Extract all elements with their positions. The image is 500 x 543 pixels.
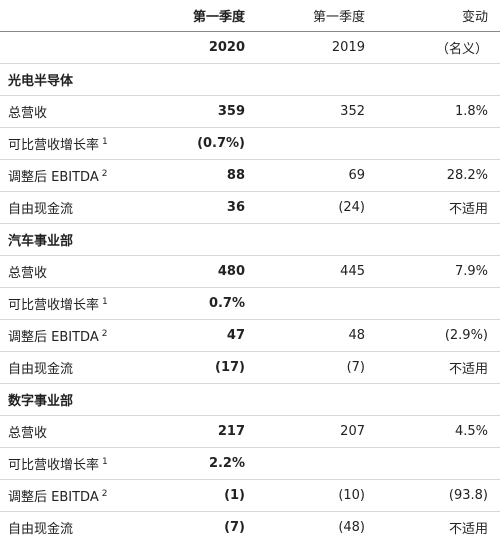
header-cell: 第一季度 [312,10,365,25]
section-title: 数字事业部 [8,394,74,409]
footnote-mark: 2 [101,168,108,179]
data-row: 可比营收增长率 1 2.2% [0,448,500,480]
value-cell: (7) [224,520,245,535]
header-cell: 2019 [331,40,365,55]
footnote-mark: 1 [102,456,108,467]
value-cell: 不适用 [448,362,488,377]
value-cell: (10) [338,488,365,503]
value-cell: 445 [340,264,365,279]
label-text: 调整后 EBITDA [8,330,99,345]
value-cell: 4.5% [454,424,488,439]
data-row: 总营收 217 207 4.5% [0,416,500,448]
value-cell: 2.2% [208,456,245,471]
value-cell: (48) [338,520,365,535]
value-cell: 480 [217,264,245,279]
value-cell: 47 [226,328,245,343]
row-label: 调整后 EBITDA 2 [0,486,165,505]
data-row: 总营收 359 352 1.8% [0,96,500,128]
value-cell: (0.7%) [197,136,245,151]
label-text: 调整后 EBITDA [8,170,99,185]
data-row: 调整后 EBITDA 2 (1) (10) (93.8) [0,480,500,512]
section-row: 数字事业部 [0,384,500,416]
row-label: 可比营收增长率 1 [0,454,165,473]
row-label: 总营收 [0,422,165,441]
value-cell: 不适用 [448,202,488,217]
label-text: 可比营收增长率 [8,458,100,473]
row-label: 总营收 [0,262,165,281]
footnote-mark: 1 [102,136,108,147]
section-title: 汽车事业部 [8,234,74,249]
row-label: 自由现金流 [0,358,165,377]
data-row: 自由现金流 (17) (7) 不适用 [0,352,500,384]
header-row: 第一季度 第一季度 变动 [0,0,500,32]
section-title: 光电半导体 [8,74,74,89]
value-cell: 36 [226,200,245,215]
label-text: 可比营收增长率 [8,298,100,313]
value-cell: (93.8) [448,488,488,503]
value-cell: 207 [340,424,365,439]
row-label: 调整后 EBITDA 2 [0,166,165,185]
data-row: 自由现金流 36 (24) 不适用 [0,192,500,224]
row-label: 可比营收增长率 1 [0,294,165,313]
label-text: 调整后 EBITDA [8,490,99,505]
value-cell: 69 [348,168,365,183]
data-row: 调整后 EBITDA 2 47 48 (2.9%) [0,320,500,352]
value-cell: 28.2% [446,168,488,183]
value-cell: (17) [215,360,245,375]
value-cell: 7.9% [454,264,488,279]
header-cell: （名义） [435,42,488,57]
row-label: 总营收 [0,102,165,121]
label-text: 自由现金流 [8,202,74,217]
label-text: 自由现金流 [8,522,74,537]
value-cell: 359 [217,104,245,119]
label-text: 总营收 [8,426,48,441]
value-cell: (1) [224,488,245,503]
label-text: 总营收 [8,266,48,281]
data-row: 调整后 EBITDA 2 88 69 28.2% [0,160,500,192]
value-cell: 352 [340,104,365,119]
value-cell: (2.9%) [444,328,488,343]
value-cell: 48 [348,328,365,343]
value-cell: 1.8% [454,104,488,119]
header-cell: 变动 [461,10,488,25]
value-cell: 88 [226,168,245,183]
label-text: 可比营收增长率 [8,138,100,153]
label-text: 总营收 [8,106,48,121]
footnote-mark: 1 [102,296,108,307]
data-row: 自由现金流 (7) (48) 不适用 [0,512,500,543]
value-cell: (24) [338,200,365,215]
header-row: 2020 2019 （名义） [0,32,500,64]
section-row: 光电半导体 [0,64,500,96]
footnote-mark: 2 [101,328,108,339]
value-cell: 0.7% [208,296,245,311]
value-cell: 217 [217,424,245,439]
row-label: 自由现金流 [0,518,165,537]
data-row: 可比营收增长率 1 0.7% [0,288,500,320]
header-cell: 2020 [208,40,245,55]
row-label: 可比营收增长率 1 [0,134,165,153]
footnote-mark: 2 [101,488,108,499]
header-cell: 第一季度 [192,10,245,25]
data-row: 可比营收增长率 1 (0.7%) [0,128,500,160]
data-row: 总营收 480 445 7.9% [0,256,500,288]
value-cell: (7) [346,360,365,375]
row-label: 自由现金流 [0,198,165,217]
value-cell: 不适用 [448,522,488,537]
section-row: 汽车事业部 [0,224,500,256]
row-label: 调整后 EBITDA 2 [0,326,165,345]
label-text: 自由现金流 [8,362,74,377]
